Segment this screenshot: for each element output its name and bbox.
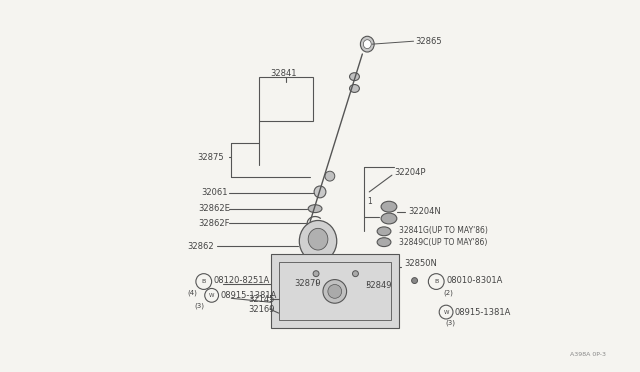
Text: W: W: [444, 310, 449, 315]
Text: 32204N: 32204N: [409, 207, 442, 216]
Ellipse shape: [351, 266, 367, 276]
Ellipse shape: [309, 256, 327, 266]
Text: W: W: [209, 293, 214, 298]
Text: 08915-1381A: 08915-1381A: [221, 291, 277, 300]
Text: 32879: 32879: [294, 279, 321, 288]
Text: B: B: [202, 279, 206, 284]
Text: 32849C(UP TO MAY'86): 32849C(UP TO MAY'86): [399, 238, 487, 247]
Bar: [259, 77, 313, 121]
Text: 08120-8251A: 08120-8251A: [214, 276, 270, 285]
Text: 32862F: 32862F: [198, 219, 229, 228]
Circle shape: [323, 280, 347, 303]
Circle shape: [325, 171, 335, 181]
Text: 32875: 32875: [197, 153, 223, 162]
Ellipse shape: [308, 228, 328, 250]
Text: 32061: 32061: [202, 188, 228, 198]
Circle shape: [313, 271, 319, 277]
Circle shape: [314, 186, 326, 198]
Ellipse shape: [308, 265, 328, 277]
Ellipse shape: [349, 73, 360, 81]
Circle shape: [328, 285, 342, 298]
Ellipse shape: [308, 272, 328, 283]
Text: 32862: 32862: [187, 241, 214, 251]
Text: 32841: 32841: [271, 69, 297, 78]
Text: 32865: 32865: [415, 37, 442, 46]
Bar: [278, 262, 391, 320]
Ellipse shape: [381, 201, 397, 212]
Ellipse shape: [360, 36, 374, 52]
Text: 08010-8301A: 08010-8301A: [446, 276, 502, 285]
Text: B: B: [434, 279, 438, 284]
Text: 32862E: 32862E: [198, 204, 230, 213]
Bar: [271, 254, 399, 328]
Ellipse shape: [377, 238, 391, 247]
Ellipse shape: [364, 40, 371, 49]
Text: 32169: 32169: [248, 305, 275, 314]
Text: 32841G(UP TO MAY'86): 32841G(UP TO MAY'86): [399, 226, 488, 235]
Text: (2): (2): [443, 289, 453, 296]
Circle shape: [353, 271, 358, 277]
Text: 08915-1381A: 08915-1381A: [455, 308, 511, 317]
Text: 32204P: 32204P: [394, 168, 426, 177]
Text: A398A 0P-3: A398A 0P-3: [570, 352, 605, 357]
Text: 32145: 32145: [248, 295, 275, 304]
Bar: [377, 258, 399, 276]
Ellipse shape: [300, 221, 337, 262]
Ellipse shape: [349, 84, 360, 92]
Text: 32850N: 32850N: [404, 259, 438, 268]
Text: (4): (4): [187, 289, 197, 296]
Text: 1: 1: [367, 197, 372, 206]
Text: (3): (3): [195, 303, 205, 310]
Text: (3): (3): [445, 320, 455, 326]
Text: 32849: 32849: [365, 281, 392, 290]
Circle shape: [412, 278, 417, 283]
Ellipse shape: [381, 213, 397, 224]
Ellipse shape: [308, 205, 322, 212]
Ellipse shape: [377, 227, 391, 236]
